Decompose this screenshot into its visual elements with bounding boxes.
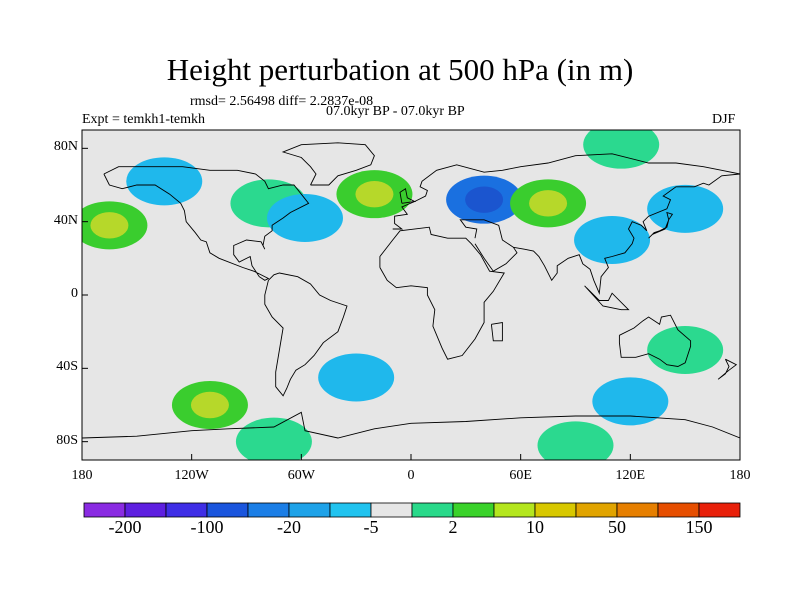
anomaly-field bbox=[583, 130, 660, 169]
anomaly-field bbox=[126, 157, 203, 206]
colorbar-swatch bbox=[370, 502, 413, 518]
anomaly-field bbox=[647, 184, 724, 233]
season-label: DJF bbox=[712, 112, 736, 127]
coastline bbox=[648, 211, 674, 239]
colorbar-swatch bbox=[165, 502, 208, 518]
coastline bbox=[379, 226, 505, 360]
colorbar-label: 10 bbox=[526, 517, 544, 537]
colorbar-swatch bbox=[616, 502, 659, 518]
colorbar-swatch bbox=[575, 502, 618, 518]
coastline bbox=[717, 358, 738, 380]
colorbar-label: 2 bbox=[448, 517, 458, 537]
stats-text: rmsd= 2.56498 diff= 2.2837e-08 bbox=[190, 94, 374, 109]
anomaly-field bbox=[537, 421, 614, 460]
anomaly-fields bbox=[82, 130, 724, 460]
anomaly-field bbox=[647, 326, 724, 374]
colorbar-label: 150 bbox=[685, 517, 713, 537]
colorbar-label: -5 bbox=[363, 517, 379, 537]
lon-tick-label: 120E bbox=[615, 468, 646, 483]
colorbar-swatch bbox=[452, 502, 495, 518]
lon-tick-label: 60E bbox=[509, 468, 532, 483]
lat-tick-label: 80N bbox=[53, 139, 78, 155]
coastline bbox=[103, 166, 310, 281]
coastline bbox=[82, 411, 740, 439]
colorbar-swatch bbox=[411, 502, 454, 518]
lon-tick-label: 180 bbox=[71, 468, 93, 483]
figure-title: Height perturbation at 500 hPa (in m) bbox=[166, 52, 634, 87]
anomaly-core bbox=[465, 186, 504, 213]
colorbar-swatch bbox=[206, 502, 249, 518]
lat-tick-label: 0 bbox=[71, 286, 78, 301]
coastline bbox=[584, 285, 630, 311]
colorbar-swatch bbox=[698, 502, 741, 518]
axis-ticks bbox=[81, 147, 741, 460]
colorbar-swatch bbox=[534, 502, 577, 518]
colorbar-swatch bbox=[657, 502, 700, 518]
colorbar bbox=[83, 502, 741, 518]
coastline bbox=[392, 153, 740, 230]
colorbar-swatch bbox=[247, 502, 290, 518]
coastline bbox=[264, 272, 348, 397]
anomaly-field bbox=[574, 216, 651, 264]
coastline bbox=[459, 219, 518, 272]
colorbar-label: -20 bbox=[277, 517, 301, 537]
lat-tick-label: 40S bbox=[56, 359, 78, 375]
colorbar-swatch bbox=[124, 502, 167, 518]
coastline bbox=[281, 142, 375, 186]
anomaly-field bbox=[318, 353, 395, 402]
colorbar-swatch bbox=[83, 502, 126, 518]
anomaly-core bbox=[190, 391, 229, 419]
period-text: 07.0kyr BP - 07.0kyr BP bbox=[326, 104, 465, 119]
colorbar-swatch bbox=[329, 502, 372, 518]
colorbar-swatch bbox=[493, 502, 536, 518]
lat-tick-label: 40N bbox=[53, 212, 78, 228]
lon-tick-label: 0 bbox=[407, 468, 415, 483]
anomaly-field bbox=[235, 417, 312, 460]
coastline bbox=[618, 314, 692, 367]
anomaly-core bbox=[90, 212, 129, 239]
lon-tick-label: 180 bbox=[729, 468, 751, 483]
coastline bbox=[513, 173, 740, 295]
anomaly-field bbox=[266, 194, 343, 242]
lat-tick-label: 80S bbox=[56, 432, 78, 448]
coastlines bbox=[82, 142, 740, 439]
anomaly-core bbox=[529, 190, 568, 217]
colorbar-label: -200 bbox=[108, 517, 142, 537]
anomaly-field bbox=[592, 377, 669, 426]
lon-tick-label: 60W bbox=[287, 468, 315, 483]
lon-tick-label: 120W bbox=[174, 468, 209, 483]
colorbar-swatch bbox=[288, 502, 331, 518]
experiment-label: Expt = temkh1-temkh bbox=[82, 112, 205, 127]
coastline bbox=[490, 321, 503, 342]
colorbar-label: 50 bbox=[608, 517, 626, 537]
colorbar-label: -100 bbox=[190, 517, 224, 537]
anomaly-core bbox=[355, 180, 394, 208]
coastline bbox=[399, 187, 417, 204]
